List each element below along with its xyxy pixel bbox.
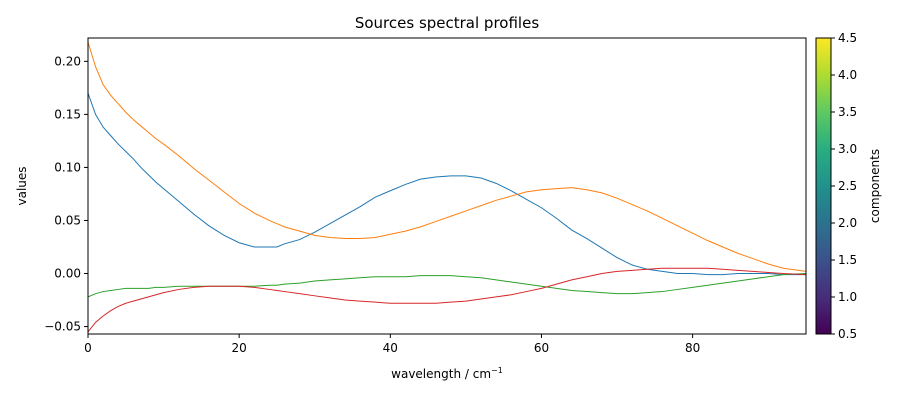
series-line-3 (88, 273, 806, 298)
x-tick-label: 60 (534, 341, 549, 355)
colorbar-label: components (868, 149, 882, 223)
y-tick-label: 0.05 (54, 213, 81, 227)
y-tick-label: 0.15 (54, 107, 81, 121)
colorbar-axis: 0.5 1.0 1.5 2.0 2.5 3.0 3.5 4.0 4.5 (831, 31, 857, 341)
colorbar (816, 38, 831, 334)
colorbar-tick-label: 4.0 (838, 68, 857, 82)
series-layer (88, 42, 806, 333)
colorbar-tick-label: 4.5 (838, 31, 857, 45)
y-axis-label: values (15, 166, 29, 205)
chart-title: Sources spectral profiles (355, 14, 539, 32)
series-line-2 (88, 42, 806, 272)
y-tick-label: −0.05 (44, 320, 81, 334)
x-axis: 0 20 40 60 80 (84, 334, 700, 355)
x-tick-label: 80 (685, 341, 700, 355)
colorbar-tick-label: 1.0 (838, 290, 857, 304)
x-tick-label: 40 (383, 341, 398, 355)
y-tick-label: 0.10 (54, 160, 81, 174)
y-tick-label: 0.20 (54, 54, 81, 68)
colorbar-tick-label: 0.5 (838, 327, 857, 341)
x-axis-label: wavelength / cm−1 (391, 366, 503, 381)
colorbar-tick-label: 2.5 (838, 179, 857, 193)
y-tick-label: 0.00 (54, 267, 81, 281)
series-line-1 (88, 93, 806, 276)
colorbar-tick-label: 3.5 (838, 105, 857, 119)
colorbar-tick-label: 2.0 (838, 216, 857, 230)
x-tick-label: 0 (84, 341, 92, 355)
series-line-4 (88, 267, 806, 333)
colorbar-tick-label: 1.5 (838, 253, 857, 267)
colorbar-tick-label: 3.0 (838, 142, 857, 156)
x-tick-label: 20 (232, 341, 247, 355)
y-axis: −0.05 0.00 0.05 0.10 0.15 0.20 (44, 54, 88, 334)
plot-frame (87, 37, 807, 335)
